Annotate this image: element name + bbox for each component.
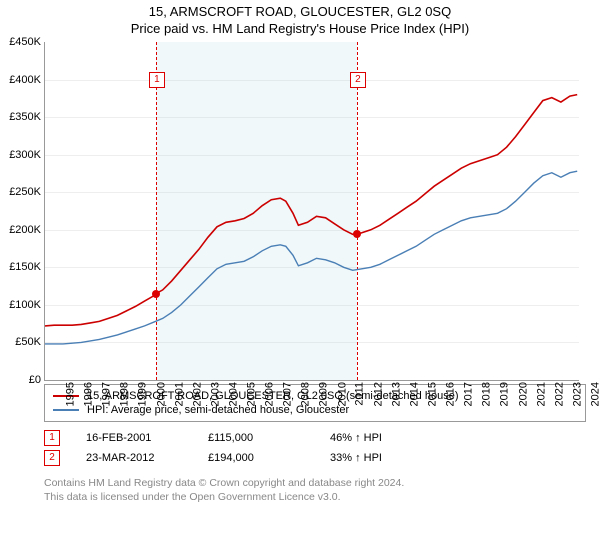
sale-delta: 33% ↑ HPI [330,452,426,464]
sale-badge: 2 [44,450,60,466]
x-tick-label: 2007 [282,382,294,406]
x-tick-label: 2010 [336,382,348,406]
x-tick-label: 1998 [119,382,131,406]
x-tick-label: 2013 [390,382,402,406]
x-tick-label: 2024 [589,382,600,406]
x-tick-label: 2019 [499,382,511,406]
sale-point-dot [353,230,361,238]
x-tick-label: 2009 [318,382,330,406]
sale-price: £194,000 [208,452,304,464]
x-tick-label: 2000 [155,382,167,406]
sale-date: 23-MAR-2012 [86,452,182,464]
y-tick-label: £250K [9,186,41,198]
x-tick-label: 1997 [101,382,113,406]
x-tick-label: 2022 [553,382,565,406]
series-hpi [45,171,577,344]
sale-price: £115,000 [208,432,304,444]
x-tick-label: 2004 [227,382,239,406]
footer-attribution: Contains HM Land Registry data © Crown c… [44,476,586,504]
x-tick-label: 2012 [372,382,384,406]
x-tick-label: 1995 [64,382,76,406]
x-tick-label: 2015 [427,382,439,406]
x-tick-label: 2001 [173,382,185,406]
x-tick-label: 2017 [463,382,475,406]
x-tick-label: 2003 [209,382,221,406]
x-tick-label: 1999 [137,382,149,406]
y-tick-label: £300K [9,149,41,161]
chart-title-line1: 15, ARMSCROFT ROAD, GLOUCESTER, GL2 0SQ [0,4,600,19]
y-tick-label: £350K [9,111,41,123]
sales-table: 1 16-FEB-2001 £115,000 46% ↑ HPI 2 23-MAR-201… [44,428,586,468]
x-tick-label: 2011 [353,382,365,406]
footer-line2: This data is licensed under the Open Gov… [44,490,586,504]
x-tick-label: 2005 [246,382,258,406]
y-tick-label: £100K [9,299,41,311]
x-tick-label: 1996 [83,382,95,406]
x-tick-label: 2020 [517,382,529,406]
y-tick-label: £200K [9,224,41,236]
y-tick-label: £0 [29,374,41,386]
y-tick-label: £400K [9,74,41,86]
x-tick-label: 2023 [571,382,583,406]
sale-date: 16-FEB-2001 [86,432,182,444]
y-tick-label: £450K [9,36,41,48]
series-price_paid [45,95,577,326]
chart-title-line2: Price paid vs. HM Land Registry's House … [0,21,600,36]
sale-badge: 1 [44,430,60,446]
sale-row: 2 23-MAR-2012 £194,000 33% ↑ HPI [44,448,586,468]
x-tick-label: 2021 [535,382,547,406]
x-tick-label: 2008 [300,382,312,406]
footer-line1: Contains HM Land Registry data © Crown c… [44,476,586,490]
y-tick-label: £150K [9,261,41,273]
x-tick-label: 2006 [264,382,276,406]
chart-area: £0£50K£100K£150K£200K£250K£300K£350K£400… [44,42,588,380]
chart-lines [45,42,579,380]
x-tick-label: 2018 [481,382,493,406]
sale-delta: 46% ↑ HPI [330,432,426,444]
y-tick-label: £50K [15,336,41,348]
legend-swatch [53,409,79,411]
x-tick-label: 2014 [408,382,420,406]
x-tick-label: 2016 [445,382,457,406]
sale-row: 1 16-FEB-2001 £115,000 46% ↑ HPI [44,428,586,448]
sale-point-dot [152,290,160,298]
x-tick-label: 2002 [191,382,203,406]
